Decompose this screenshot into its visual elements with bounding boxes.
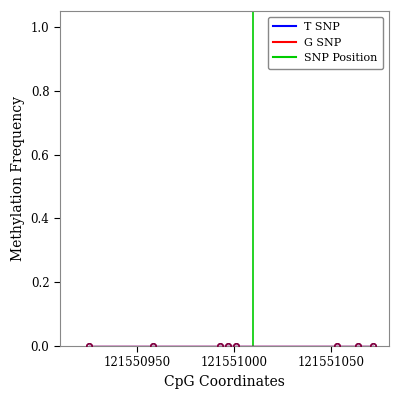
Y-axis label: Methylation Frequency: Methylation Frequency [11,96,25,261]
X-axis label: CpG Coordinates: CpG Coordinates [164,375,285,389]
Legend: T SNP, G SNP, SNP Position: T SNP, G SNP, SNP Position [268,17,383,69]
